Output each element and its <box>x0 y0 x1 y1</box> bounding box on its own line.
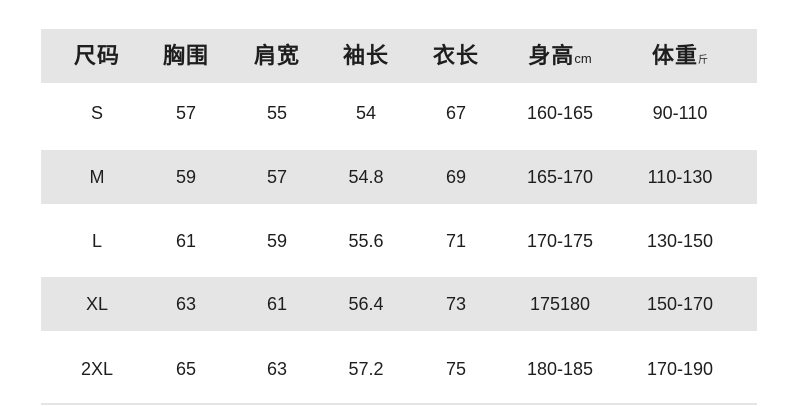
table-row: S 57 55 54 67 160-165 90-110 <box>0 86 797 140</box>
header-band <box>41 29 757 83</box>
cell-sleeve: 55.6 <box>348 231 384 251</box>
cell-weight: 170-190 <box>646 359 714 379</box>
cell-length: 73 <box>445 294 467 314</box>
cell-shoulder: 55 <box>266 103 288 123</box>
cell-sleeve: 54.8 <box>348 167 384 187</box>
cell-weight: 150-170 <box>646 294 714 314</box>
cell-chest: 57 <box>175 103 197 123</box>
cell-size: 2XL <box>80 359 114 379</box>
cell-height: 170-175 <box>526 231 594 251</box>
table-bottom-border <box>41 403 757 405</box>
cell-chest: 65 <box>175 359 197 379</box>
cell-sleeve: 54 <box>355 103 377 123</box>
header-weight: 体重斤 <box>651 43 709 68</box>
header-size: 尺码 <box>73 43 121 68</box>
cell-shoulder: 61 <box>266 294 288 314</box>
table-row: L 61 59 55.6 71 170-175 130-150 <box>0 214 797 268</box>
row-band-xl <box>41 277 757 331</box>
cell-length: 69 <box>445 167 467 187</box>
cell-sleeve: 56.4 <box>348 294 384 314</box>
header-length: 衣长 <box>432 43 480 68</box>
cell-chest: 63 <box>175 294 197 314</box>
cell-height: 180-185 <box>526 359 594 379</box>
table-header: 尺码 胸围 肩宽 袖长 衣长 身高cm 体重斤 <box>0 29 797 83</box>
cell-shoulder: 57 <box>266 167 288 187</box>
header-chest: 胸围 <box>162 43 210 68</box>
header-height: 身高cm <box>528 43 592 68</box>
cell-length: 67 <box>445 103 467 123</box>
table-row: M 59 57 54.8 69 165-170 110-130 <box>0 150 797 204</box>
cell-chest: 61 <box>175 231 197 251</box>
cell-chest: 59 <box>175 167 197 187</box>
row-band-m <box>41 150 757 204</box>
cell-shoulder: 59 <box>266 231 288 251</box>
cell-size: S <box>90 103 104 123</box>
cell-size: L <box>91 231 103 251</box>
cell-length: 75 <box>445 359 467 379</box>
header-sleeve: 袖长 <box>342 43 390 68</box>
cell-height: 160-165 <box>526 103 594 123</box>
cell-shoulder: 63 <box>266 359 288 379</box>
cell-weight: 110-130 <box>647 167 713 187</box>
cell-weight: 130-150 <box>646 231 714 251</box>
cell-height: 175180 <box>529 294 591 314</box>
cell-sleeve: 57.2 <box>348 359 384 379</box>
cell-weight: 90-110 <box>652 103 708 123</box>
header-shoulder: 肩宽 <box>253 43 301 68</box>
cell-length: 71 <box>445 231 467 251</box>
table-row: 2XL 65 63 57.2 75 180-185 170-190 <box>0 342 797 396</box>
cell-size: XL <box>85 294 109 314</box>
table-row: XL 63 61 56.4 73 175180 150-170 <box>0 277 797 331</box>
cell-size: M <box>89 167 105 187</box>
cell-height: 165-170 <box>526 167 594 187</box>
